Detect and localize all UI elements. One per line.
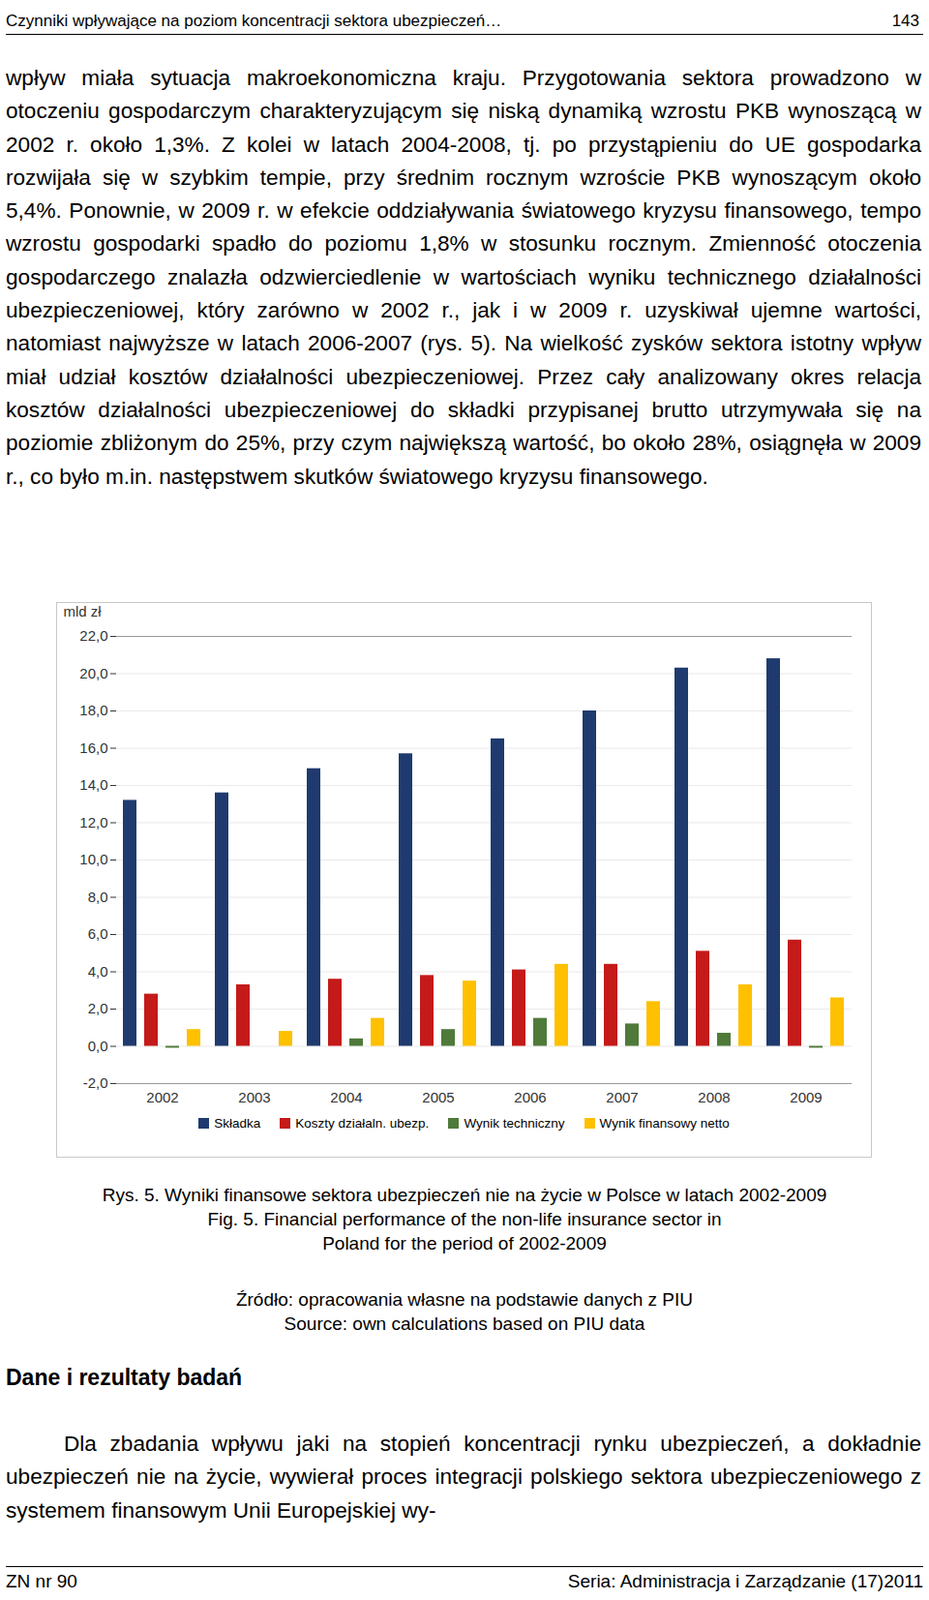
svg-text:2004: 2004 [329,1088,362,1106]
html-text:Wynik techniczny: Wynik techniczny [463,1115,565,1131]
html-text:wpływ miała sytuacja makroekon: wpływ miała sytuacja makroekonomiczna kr… [5,65,922,489]
svg-text:16,0: 16,0 [79,739,108,756]
html-text:Wynik finansowy netto: Wynik finansowy netto [599,1115,730,1131]
html-text:Rys. 5. Wyniki finansowe sekto: Rys. 5. Wyniki finansowe sektora ubezpie… [102,1184,827,1205]
svg-text:-2,0: -2,0 [83,1074,109,1091]
html-text:Source: own calculations based: Source: own calculations based on PIU da… [284,1313,645,1334]
svg-text:2006: 2006 [513,1088,546,1106]
html-text:Dane i rezultaty badań: Dane i rezultaty badań [5,1364,243,1390]
html-text:Seria: Administracja i Zarządz: Seria: Administracja i Zarządzanie (17)2… [567,1570,924,1591]
html-text:Dla zbadania wpływu jaki na st: Dla zbadania wpływu jaki na stopień konc… [5,1431,922,1522]
svg-text:mld zł: mld zł [63,602,103,620]
svg-text:6,0: 6,0 [88,925,109,942]
svg-text:12,0: 12,0 [79,813,108,831]
svg-text:2005: 2005 [421,1088,454,1106]
svg-text:10,0: 10,0 [79,850,108,868]
html-text:Źródło: opracowania własne na: Źródło: opracowania własne na podstawie … [236,1288,693,1310]
html-text:Koszty działaln. ubezp.: Koszty działaln. ubezp. [295,1115,430,1131]
svg-text:8,0: 8,0 [88,888,109,905]
svg-text:2007: 2007 [605,1088,638,1106]
svg-text:2002: 2002 [146,1088,179,1106]
svg-text:0,0: 0,0 [88,1037,109,1054]
svg-text:2009: 2009 [789,1088,822,1106]
svg-text:2003: 2003 [238,1088,270,1106]
svg-text:2,0: 2,0 [88,999,109,1017]
svg-text:18,0: 18,0 [79,701,108,719]
html-text:Fig. 5. Financial performance: Fig. 5. Financial performance of the non… [207,1208,722,1254]
svg-text:4,0: 4,0 [88,962,109,980]
html-text:143: 143 [891,11,920,30]
html-text:Składka: Składka [214,1115,261,1131]
svg-text:14,0: 14,0 [79,776,108,793]
svg-text:20,0: 20,0 [79,664,108,682]
svg-text:22,0: 22,0 [79,627,108,644]
html-text:Czynniki wpływające na poziom: Czynniki wpływające na poziom koncentrac… [5,11,502,30]
svg-text:2008: 2008 [697,1088,730,1106]
html-text:ZN nr 90: ZN nr 90 [5,1570,78,1591]
